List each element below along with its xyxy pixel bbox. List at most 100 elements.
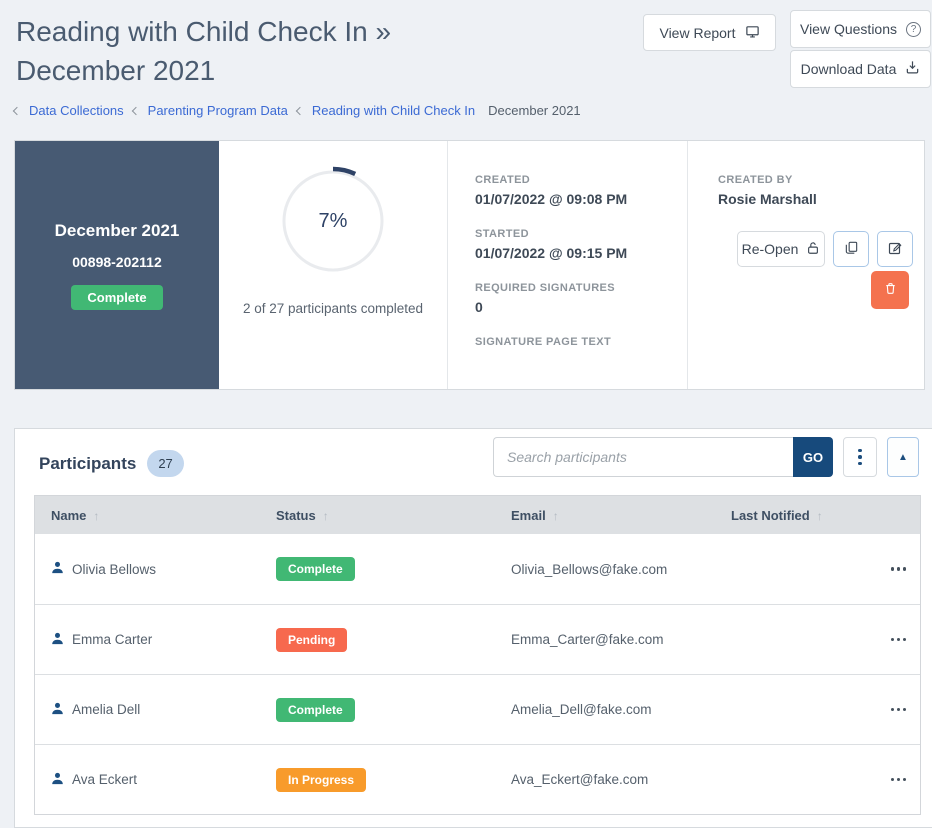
chevron-left-icon <box>295 106 305 115</box>
participants-title: Participants <box>39 453 137 473</box>
participant-name-cell: Emma Carter <box>35 632 260 648</box>
participants-panel: Participants 27 GO ▲ Name↑ Status↑ Email… <box>14 428 932 828</box>
participants-search-group: GO ▲ <box>493 437 919 477</box>
delete-button[interactable] <box>871 271 909 309</box>
person-icon <box>51 561 64 577</box>
completion-progress-section: 7% 2 of 27 participants completed <box>219 141 448 389</box>
view-report-label: View Report <box>659 24 736 41</box>
table-body: Olivia Bellows Complete Olivia_Bellows@f… <box>35 534 920 814</box>
triangle-up-icon: ▲ <box>898 451 908 463</box>
collection-details-section: CREATED 01/07/2022 @ 09:08 PM STARTED 01… <box>448 141 688 389</box>
row-menu-button[interactable] <box>889 774 909 786</box>
search-go-button[interactable]: GO <box>793 437 833 477</box>
monitor-icon <box>745 24 760 42</box>
kebab-icon <box>858 448 862 466</box>
view-questions-button[interactable]: View Questions ? <box>790 10 931 48</box>
participant-status-cell: Pending <box>260 627 495 652</box>
row-menu-button[interactable] <box>889 563 909 575</box>
participant-name-cell: Ava Eckert <box>35 772 260 788</box>
chevron-left-icon <box>12 106 22 115</box>
collection-actions: Re-Open <box>737 231 913 267</box>
edit-icon <box>887 240 903 259</box>
download-data-label: Download Data <box>800 61 897 77</box>
page-title-line2: December 2021 <box>16 55 216 86</box>
collection-status-badge: Complete <box>71 284 163 310</box>
column-header-status[interactable]: Status ↑ <box>276 507 329 523</box>
reopen-button[interactable]: Re-Open <box>737 231 825 267</box>
ellipsis-icon <box>890 567 894 571</box>
table-row: Amelia Dell Complete Amelia_Dell@fake.co… <box>35 674 920 744</box>
table-row: Olivia Bellows Complete Olivia_Bellows@f… <box>35 534 920 604</box>
status-badge: In Progress <box>276 767 367 792</box>
column-header-last-notified[interactable]: Last Notified ↑ <box>731 507 823 523</box>
page-title-line1: Reading with Child Check In » <box>16 16 392 47</box>
donut-arc <box>278 166 388 276</box>
table-row: Emma Carter Pending Emma_Carter@fake.com <box>35 604 920 674</box>
chevron-left-icon <box>131 106 140 115</box>
participants-table-header: Name ↑ Status ↑ Email ↑ Last Notified ↑ <box>35 496 920 534</box>
collection-id: 00898-202112 <box>72 253 162 270</box>
page-title: Reading with Child Check In » December 2… <box>16 12 391 90</box>
participant-name-cell: Amelia Dell <box>35 702 260 718</box>
collapse-panel-button[interactable]: ▲ <box>887 437 919 477</box>
download-data-button[interactable]: Download Data <box>790 50 931 88</box>
duplicate-button[interactable] <box>833 231 869 267</box>
view-report-button[interactable]: View Report <box>643 14 776 51</box>
status-badge: Complete <box>276 697 355 722</box>
trash-icon <box>883 281 898 299</box>
breadcrumb: Data Collections Parenting Program Data … <box>12 103 581 118</box>
arrow-up-icon: ↑ <box>552 508 559 523</box>
created-by-section: CREATED BY Rosie Marshall Re-Open <box>688 141 924 389</box>
status-badge: Complete <box>276 557 355 581</box>
participants-table: Name ↑ Status ↑ Email ↑ Last Notified ↑ Oliv… <box>34 495 921 815</box>
participants-title-row: Participants 27 <box>39 450 184 477</box>
download-icon <box>905 60 920 78</box>
person-icon <box>51 772 64 788</box>
participants-menu-button[interactable] <box>843 437 877 477</box>
row-menu-button[interactable] <box>889 704 909 716</box>
participants-count-badge: 27 <box>147 450 184 477</box>
started-label: STARTED <box>475 228 529 240</box>
view-questions-label: View Questions <box>799 21 897 37</box>
unlock-icon <box>806 241 820 258</box>
ellipsis-icon <box>890 777 894 782</box>
search-input[interactable] <box>493 437 793 477</box>
participant-actions-cell <box>872 563 922 575</box>
participant-name-cell: Olivia Bellows <box>35 561 260 577</box>
person-icon <box>51 702 64 718</box>
table-row: Ava Eckert In Progress Ava_Eckert@fake.c… <box>35 744 920 814</box>
collection-period: December 2021 <box>54 220 180 240</box>
completion-percent: 7% <box>318 209 348 232</box>
help-circle-icon: ? <box>906 21 921 37</box>
required-signatures-value: 0 <box>475 299 483 315</box>
participant-email: Olivia_Bellows@fake.com <box>511 561 668 577</box>
edit-button[interactable] <box>877 231 913 267</box>
created-label: CREATED <box>475 174 531 186</box>
signature-page-text-label: SIGNATURE PAGE TEXT <box>475 336 612 348</box>
collection-identity-panel: December 2021 00898-202112 Complete <box>15 141 219 389</box>
started-value: 01/07/2022 @ 09:15 PM <box>475 245 628 261</box>
column-header-email[interactable]: Email ↑ <box>511 507 559 523</box>
participant-actions-cell <box>872 634 922 646</box>
participant-actions-cell <box>872 774 922 786</box>
breadcrumb-link-data-collections[interactable]: Data Collections <box>29 103 124 118</box>
arrow-up-icon: ↑ <box>322 508 329 523</box>
row-menu-button[interactable] <box>889 634 909 646</box>
participant-status-cell: Complete <box>260 697 495 722</box>
status-badge: Pending <box>276 627 348 652</box>
column-header-name[interactable]: Name ↑ <box>51 507 100 523</box>
participant-email: Ava_Eckert@fake.com <box>511 772 649 787</box>
ellipsis-icon <box>890 707 894 712</box>
participant-name: Amelia Dell <box>72 702 141 717</box>
arrow-up-icon: ↑ <box>816 508 823 523</box>
participant-actions-cell <box>872 704 922 716</box>
collection-summary-card: December 2021 00898-202112 Complete 7% 2… <box>14 140 925 390</box>
ellipsis-icon <box>890 637 894 642</box>
created-by-label: CREATED BY <box>718 174 793 186</box>
participant-status-cell: In Progress <box>260 767 495 792</box>
breadcrumb-link-reading-with-child-check-in[interactable]: Reading with Child Check In <box>311 103 476 118</box>
breadcrumb-link-parenting-program-data[interactable]: Parenting Program Data <box>147 103 288 118</box>
created-value: 01/07/2022 @ 09:08 PM <box>475 191 628 207</box>
participant-status-cell: Complete <box>260 557 495 581</box>
participant-email: Amelia_Dell@fake.com <box>511 702 652 717</box>
